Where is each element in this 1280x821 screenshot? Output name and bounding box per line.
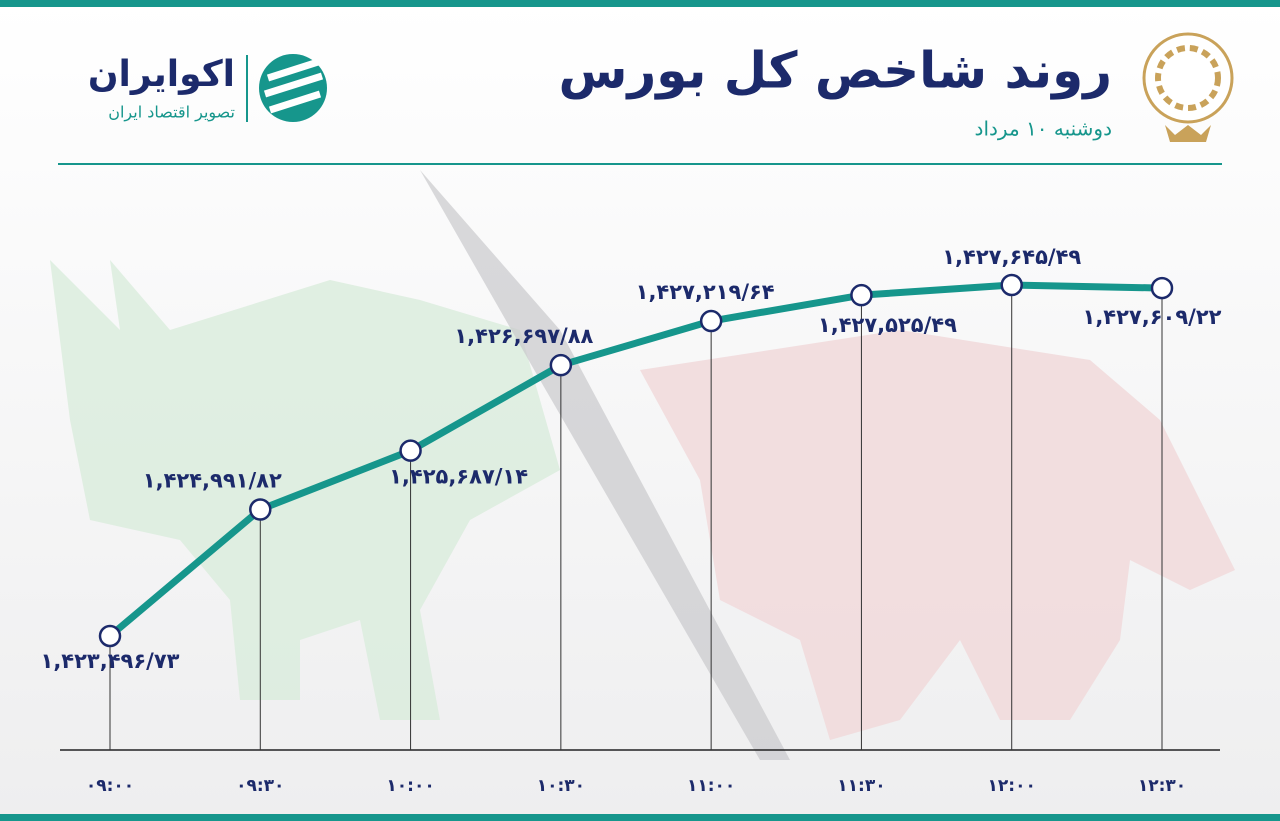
data-label: ۱,۴۲۳,۴۹۶/۷۳ xyxy=(41,649,180,673)
data-point xyxy=(399,439,422,462)
data-point xyxy=(1150,276,1174,300)
x-tick-label: ۱۲:۰۰ xyxy=(988,776,1036,796)
data-point xyxy=(1000,273,1023,297)
x-tick-label: ۰۹:۰۰ xyxy=(86,776,134,796)
x-tick-label: ۱۰:۰۰ xyxy=(386,776,434,796)
data-label: ۱,۴۲۶,۶۹۷/۸۸ xyxy=(454,324,593,348)
data-label: ۱,۴۲۷,۲۱۹/۶۴ xyxy=(636,280,775,304)
data-point xyxy=(249,498,272,521)
data-label: ۱,۴۲۵,۶۸۷/۱۴ xyxy=(389,465,528,489)
data-label: ۱,۴۲۷,۶۰۹/۲۲ xyxy=(1083,305,1222,329)
data-point xyxy=(549,353,573,377)
data-point xyxy=(850,283,873,307)
x-tick-label: ۱۱:۳۰ xyxy=(837,776,885,796)
x-tick-label: ۱۲:۳۰ xyxy=(1138,776,1186,796)
bourse-emblem-ring xyxy=(1155,45,1221,111)
brand-logo-stripes xyxy=(263,58,324,114)
data-point xyxy=(98,624,122,648)
series-line xyxy=(107,281,1163,639)
title: روند شاخص کل بورس xyxy=(558,42,1112,101)
brand-tagline: تصویر اقتصاد ایران xyxy=(108,103,235,123)
top-border xyxy=(0,0,1280,7)
brand-name: اکوایران xyxy=(88,54,235,95)
x-tick-label: ۱۱:۰۰ xyxy=(687,776,735,796)
data-label: ۱,۴۲۴,۹۹۱/۸۲ xyxy=(143,469,282,493)
x-tick-label: ۰۹:۳۰ xyxy=(236,776,284,796)
x-tick-label: ۱۰:۳۰ xyxy=(537,776,585,796)
bottom-border xyxy=(0,814,1280,821)
data-point xyxy=(699,309,723,333)
data-label: ۱,۴۲۷,۵۲۵/۴۹ xyxy=(818,313,957,337)
bourse-emblem-base xyxy=(1165,125,1211,142)
bear-silhouette xyxy=(640,330,1235,740)
arrow-silhouette xyxy=(420,170,790,760)
subtitle: دوشنبه ۱۰ مرداد xyxy=(975,117,1112,141)
data-label: ۱,۴۲۷,۶۴۵/۴۹ xyxy=(942,245,1081,269)
